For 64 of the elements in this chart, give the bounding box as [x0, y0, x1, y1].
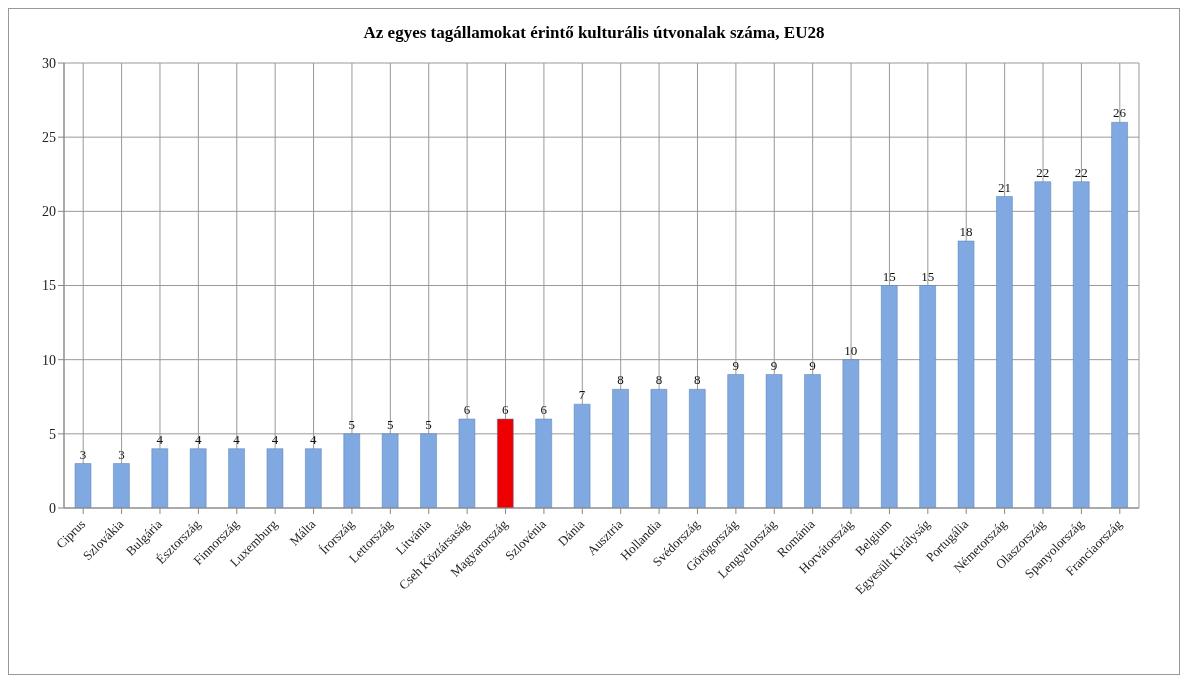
data-label: 6 [502, 402, 510, 417]
bar [919, 285, 936, 508]
data-label: 15 [921, 268, 935, 284]
bar [689, 389, 706, 508]
chart-title: Az egyes tagállamokat érintő kulturális útvonalak száma, EU28 [362, 22, 826, 43]
data-label: 9 [770, 357, 778, 373]
data-label: 4 [194, 431, 202, 447]
data-label: 5 [425, 416, 432, 432]
data-label: 4 [233, 431, 241, 447]
data-label: 21 [997, 179, 1011, 195]
bar [1111, 122, 1128, 508]
data-label: 4 [156, 431, 164, 447]
bar [881, 285, 898, 508]
data-label: 6 [540, 402, 548, 417]
bar [113, 463, 130, 508]
y-tick-label: 30 [42, 55, 56, 71]
data-label: 3 [118, 446, 125, 462]
bar [573, 403, 591, 508]
bar [957, 240, 975, 508]
data-label: 22 [1036, 164, 1050, 180]
bar [996, 196, 1013, 508]
bar [1034, 181, 1052, 508]
data-label: 26 [1113, 105, 1127, 121]
data-label: 9 [732, 357, 739, 373]
y-tick-label: 20 [42, 204, 56, 220]
bar [804, 374, 821, 508]
y-tick-label: 15 [42, 278, 56, 294]
bar [842, 359, 860, 508]
bar [74, 463, 92, 508]
bar [266, 448, 284, 508]
bar [497, 418, 514, 508]
data-label: 22 [1074, 164, 1088, 180]
y-tick-label: 10 [42, 352, 56, 368]
bar [420, 433, 437, 508]
bar [727, 374, 744, 508]
data-label: 7 [578, 387, 586, 403]
y-tick-label: 0 [49, 500, 56, 516]
bar [151, 448, 169, 508]
data-label: 5 [348, 416, 355, 432]
data-label: 3 [79, 446, 87, 462]
data-label: 15 [882, 268, 896, 284]
y-tick-label: 5 [49, 426, 56, 442]
bar [1072, 181, 1090, 508]
bar [305, 448, 322, 508]
data-label: 4 [271, 431, 279, 447]
bar [381, 433, 399, 508]
bar [535, 418, 552, 508]
data-label: 8 [655, 372, 663, 388]
bar [765, 374, 783, 508]
y-tick-label: 25 [42, 130, 56, 146]
data-label: 18 [959, 224, 973, 239]
bar [343, 433, 360, 508]
data-label: 8 [617, 372, 624, 388]
bar [189, 448, 207, 508]
bar [650, 389, 668, 508]
bar [228, 448, 245, 508]
data-label: 8 [694, 372, 701, 388]
data-label: 6 [463, 402, 471, 417]
data-label: 9 [809, 357, 816, 373]
data-label: 10 [844, 342, 858, 358]
data-label: 5 [386, 416, 394, 432]
bar [612, 389, 629, 508]
data-label: 4 [310, 431, 318, 447]
bar [458, 418, 476, 508]
